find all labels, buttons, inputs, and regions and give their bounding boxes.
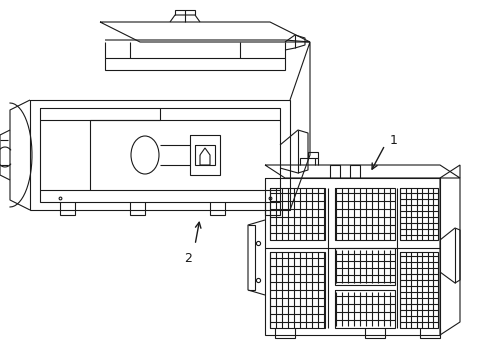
- Text: 2: 2: [184, 252, 192, 265]
- Text: 1: 1: [390, 134, 398, 147]
